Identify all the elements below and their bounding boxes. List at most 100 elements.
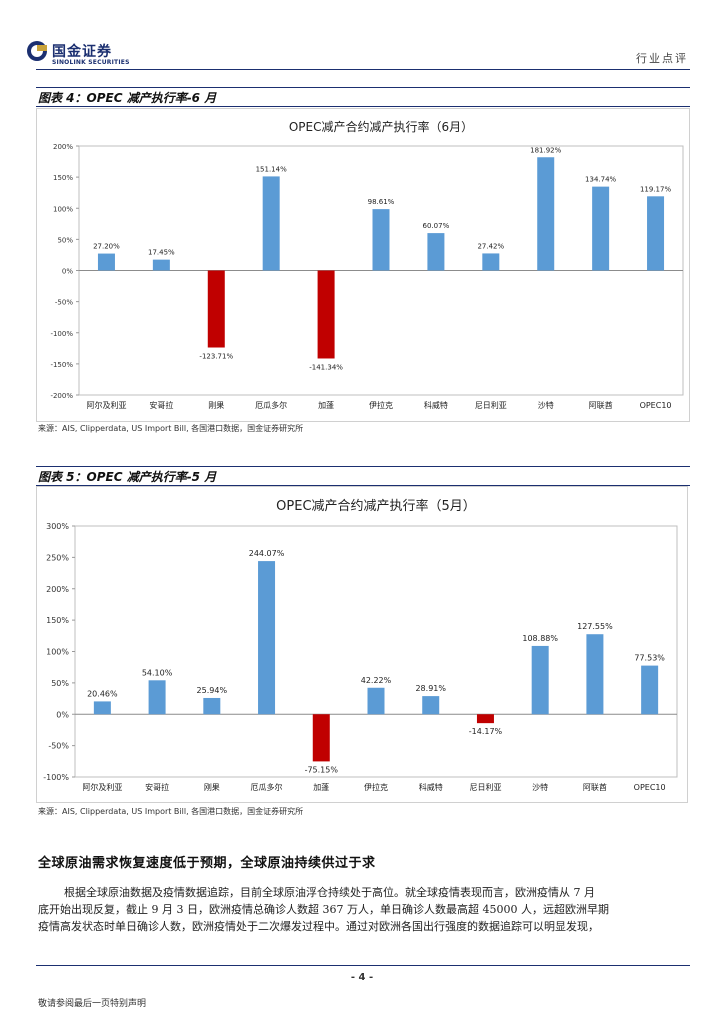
data-label: 119.17% (640, 185, 671, 193)
bar (427, 233, 445, 271)
chart-title: OPEC减产合约减产执行率（5月） (276, 498, 476, 514)
section-title: 全球原油需求恢复速度低于预期，全球原油持续供过于求 (38, 856, 376, 871)
figure4-bottom-rule (36, 106, 690, 107)
y-tick-label: 100% (53, 205, 73, 213)
y-tick-label: -50% (55, 299, 73, 307)
category-label: 科威特 (424, 400, 448, 410)
paragraph-line: 根据全球原油数据及疫情数据追踪，目前全球原油浮仓持续处于高位。就全球疫情表现而言… (64, 886, 595, 899)
data-label: 25.94% (197, 686, 228, 695)
bar (482, 253, 500, 271)
chart-title: OPEC减产合约减产执行率（6月） (289, 119, 473, 134)
bar (152, 259, 170, 271)
data-label: -75.15% (305, 765, 339, 774)
data-label: 60.07% (423, 222, 450, 230)
category-label: 沙特 (532, 782, 548, 792)
figure5-top-rule (36, 466, 690, 467)
category-label: 安哥拉 (149, 400, 173, 410)
document-type: 行业点评 (636, 52, 688, 65)
bar (372, 209, 390, 271)
data-label: 28.91% (415, 684, 446, 693)
section-paragraph: 根据全球原油数据及疫情数据追踪，目前全球原油浮仓持续处于高位。就全球疫情表现而言… (38, 884, 688, 935)
data-label: 27.42% (477, 242, 504, 250)
y-tick-label: -100% (43, 773, 69, 782)
page-header: 国金证券 SINOLINK SECURITIES 行业点评 (0, 0, 724, 70)
logo-text-en: SINOLINK SECURITIES (52, 59, 130, 66)
category-label: 尼日利亚 (469, 782, 501, 792)
data-label: 42.22% (361, 676, 392, 685)
bar (258, 561, 276, 715)
bar (203, 697, 221, 715)
figure5-chart-svg: OPEC减产合约减产执行率（5月） -100% -50% 0% 50% 100% 150% 2… (43, 498, 678, 792)
data-label: -141.34% (309, 363, 343, 371)
y-tick-label: -150% (50, 361, 73, 369)
category-label: OPEC10 (640, 401, 672, 410)
category-label: 科威特 (419, 782, 443, 792)
category-label: 厄瓜多尔 (251, 782, 283, 792)
category-label: 沙特 (538, 400, 554, 410)
y-tick-label: 150% (46, 616, 69, 625)
bar (207, 270, 225, 348)
bar (586, 634, 604, 715)
y-tick-label: -200% (50, 392, 73, 400)
bar (97, 253, 115, 271)
y-tick-label: 200% (53, 143, 73, 151)
y-tick-label: 300% (46, 522, 69, 531)
data-label: 181.92% (530, 146, 561, 154)
disclaimer-note: 敬请参阅最后一页特别声明 (38, 999, 147, 1009)
figure4-top-rule (36, 87, 690, 88)
category-label: 阿联酋 (583, 782, 607, 792)
category-label: 加蓬 (318, 400, 334, 410)
y-tick-label: 50% (57, 236, 73, 244)
y-tick-label: 50% (51, 679, 69, 688)
y-tick-label: 250% (46, 553, 69, 562)
data-label: 20.46% (87, 689, 118, 698)
category-label: 刚果 (204, 783, 220, 792)
logo-text-cn: 国金证券 (52, 44, 112, 60)
data-label: 54.10% (142, 668, 173, 677)
figure5-caption: 图表 5：OPEC 减产执行率-5 月 (38, 470, 217, 484)
bar (476, 714, 494, 724)
category-label: 尼日利亚 (475, 400, 507, 410)
bar (422, 696, 440, 715)
category-label: 安哥拉 (145, 782, 169, 792)
paragraph-line: 疫情高发状态时单日确诊人数，欧洲疫情处于二次爆发过程中。通过对欧洲各国出行强度的… (38, 920, 599, 933)
data-label: -123.71% (199, 353, 233, 361)
figure5-source: 来源：AIS, Clipperdata, US Import Bill, 各国港… (38, 807, 304, 816)
category-label: 伊拉克 (369, 400, 393, 410)
category-label: 加蓬 (313, 782, 329, 792)
category-label: 刚果 (208, 401, 224, 410)
data-label: 98.61% (368, 198, 395, 206)
bar (312, 714, 330, 762)
page-number: - 4 - (350, 972, 374, 983)
bar (537, 157, 555, 271)
category-label: 厄瓜多尔 (255, 400, 287, 410)
y-tick-label: 100% (46, 648, 69, 657)
data-label: 151.14% (256, 165, 287, 173)
bar (531, 645, 549, 715)
footer-divider (36, 965, 690, 966)
figure4-chart: OPEC减产合约减产执行率（6月） -200% -150% -100% -50% 0% 50… (36, 108, 690, 422)
figure4-source: 来源：AIS, Clipperdata, US Import Bill, 各国港… (38, 424, 304, 433)
bar (93, 701, 111, 715)
data-label: 244.07% (249, 549, 285, 558)
logo-icon (27, 41, 47, 61)
figure5-bottom-rule (36, 485, 690, 486)
header-divider (36, 69, 690, 70)
category-label: 阿联酋 (589, 400, 613, 410)
bar (592, 186, 610, 271)
data-label: 127.55% (577, 622, 613, 631)
category-label: 伊拉克 (364, 782, 388, 792)
category-label: OPEC10 (634, 783, 666, 792)
category-label: 阿尔及利亚 (86, 400, 126, 410)
data-label: 134.74% (585, 176, 616, 184)
y-tick-label: 150% (53, 174, 73, 182)
category-label: 阿尔及利亚 (82, 782, 122, 792)
bar (262, 176, 280, 271)
paragraph-line: 底开始出现反复，截止 9 月 3 日，欧洲疫情总确诊人数超 367 万人，单日确… (38, 903, 609, 916)
y-tick-label: -100% (50, 330, 73, 338)
data-label: 77.53% (634, 654, 665, 663)
bar (647, 196, 665, 271)
bar (148, 680, 166, 715)
figure5-chart: OPEC减产合约减产执行率（5月） -100% -50% 0% 50% 100% 150% 2… (36, 486, 688, 803)
figure4-chart-svg: OPEC减产合约减产执行率（6月） -200% -150% -100% -50% 0% 50… (50, 119, 684, 410)
